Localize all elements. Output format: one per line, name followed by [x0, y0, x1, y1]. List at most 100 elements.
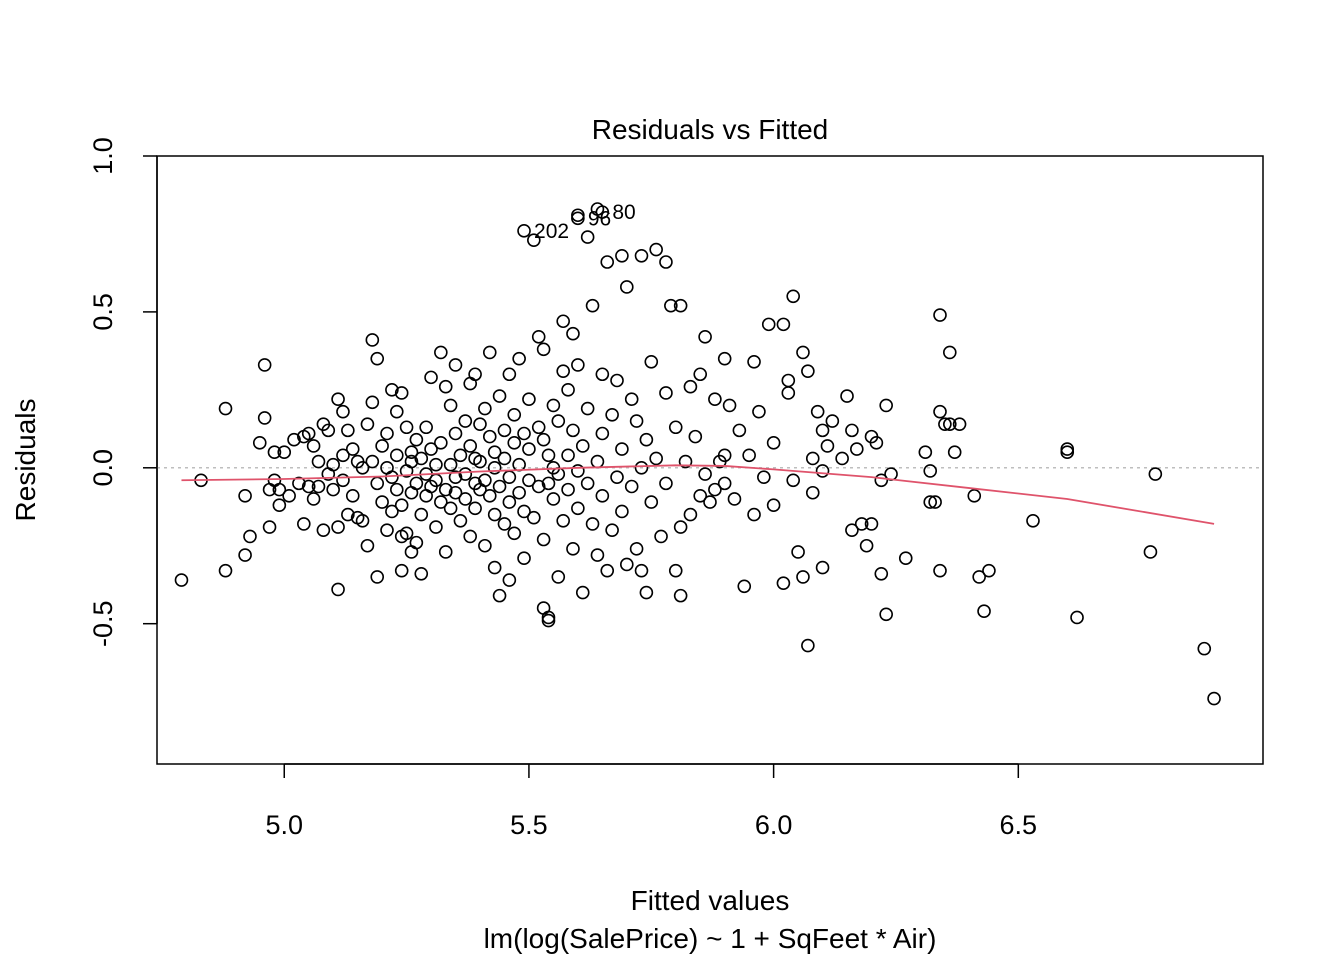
data-point [1197, 641, 1212, 656]
data-point [659, 255, 673, 269]
data-point [649, 451, 663, 466]
data-point [218, 563, 233, 578]
data-point [536, 432, 551, 447]
data-point [869, 436, 884, 450]
data-point [262, 520, 277, 534]
data-point [688, 429, 703, 444]
data-point [326, 482, 340, 497]
data-point [781, 386, 796, 400]
data-point [502, 573, 517, 587]
data-point [668, 420, 683, 435]
data-point [566, 542, 580, 556]
data-point [796, 345, 810, 360]
data-point [527, 233, 541, 247]
data-point [850, 442, 864, 456]
data-point [438, 379, 453, 394]
data-point [967, 489, 982, 503]
data-point [781, 373, 796, 388]
data-point [478, 538, 492, 553]
data-point [923, 464, 938, 478]
data-point [590, 548, 605, 562]
data-point [678, 454, 693, 469]
data-point [453, 513, 468, 528]
data-point [938, 417, 952, 431]
data-point [394, 563, 409, 578]
data-point [703, 495, 717, 509]
data-point [580, 230, 595, 244]
data-point [443, 457, 458, 472]
data-point [546, 398, 561, 413]
point-labels-group: 202 96 80 [517, 201, 636, 243]
data-point [282, 489, 296, 503]
data-point [805, 451, 820, 466]
data-point [580, 401, 595, 416]
data-point [639, 432, 654, 447]
data-point [854, 517, 869, 531]
data-point [541, 476, 556, 491]
data-point [375, 495, 389, 509]
data-point [409, 476, 424, 491]
data-point [492, 588, 507, 603]
data-point [566, 423, 580, 438]
point-label: 202 [534, 220, 569, 243]
data-point [527, 510, 541, 525]
data-point [972, 570, 986, 584]
data-point [624, 392, 639, 407]
data-point [1143, 545, 1158, 559]
data-point [766, 436, 781, 450]
data-point [345, 489, 360, 503]
data-point [434, 345, 448, 360]
data-point [918, 445, 933, 460]
data-point [453, 448, 468, 463]
x-tick-label: 6.5 [1000, 810, 1038, 840]
data-point [615, 248, 629, 263]
data-point [463, 439, 478, 453]
data-point [722, 398, 737, 413]
data-point [443, 398, 458, 413]
data-point [717, 476, 732, 491]
data-point [468, 501, 482, 516]
data-point [409, 432, 424, 447]
data-point [360, 417, 375, 431]
data-point [942, 417, 957, 431]
x-tick-label: 5.0 [265, 810, 303, 840]
data-point [326, 457, 340, 472]
data-point [659, 386, 673, 400]
data-point [536, 532, 551, 547]
data-point [683, 379, 698, 394]
data-point [561, 383, 575, 397]
data-point [551, 570, 566, 584]
data-point [238, 548, 252, 562]
data-point [845, 523, 859, 537]
data-point [595, 426, 610, 441]
chart-title: Residuals vs Fitted [592, 114, 829, 145]
data-point [644, 354, 659, 369]
data-point [571, 501, 585, 516]
data-point [243, 529, 257, 544]
data-point [815, 423, 830, 438]
data-point [404, 454, 419, 469]
data-point [429, 520, 443, 534]
x-axis-label: Fitted values [631, 885, 790, 916]
data-point [556, 513, 570, 528]
data-point [287, 432, 301, 447]
data-point [272, 482, 287, 497]
model-formula-subtitle: lm(log(SalePrice) ~ 1 + SqFeet * Air) [484, 923, 937, 954]
data-point [874, 473, 889, 488]
data-point [874, 567, 889, 581]
data-point [541, 448, 556, 463]
data-point [561, 448, 575, 463]
data-point [815, 560, 830, 575]
data-point [796, 570, 810, 584]
data-point [473, 417, 487, 431]
data-point [345, 442, 360, 456]
data-point [380, 426, 394, 441]
data-point [458, 414, 473, 428]
data-point [629, 414, 644, 428]
data-point [708, 392, 722, 407]
data-point [394, 386, 409, 400]
data-point [693, 367, 708, 382]
data-point [385, 383, 399, 397]
data-point [404, 445, 419, 460]
data-point [536, 342, 551, 357]
